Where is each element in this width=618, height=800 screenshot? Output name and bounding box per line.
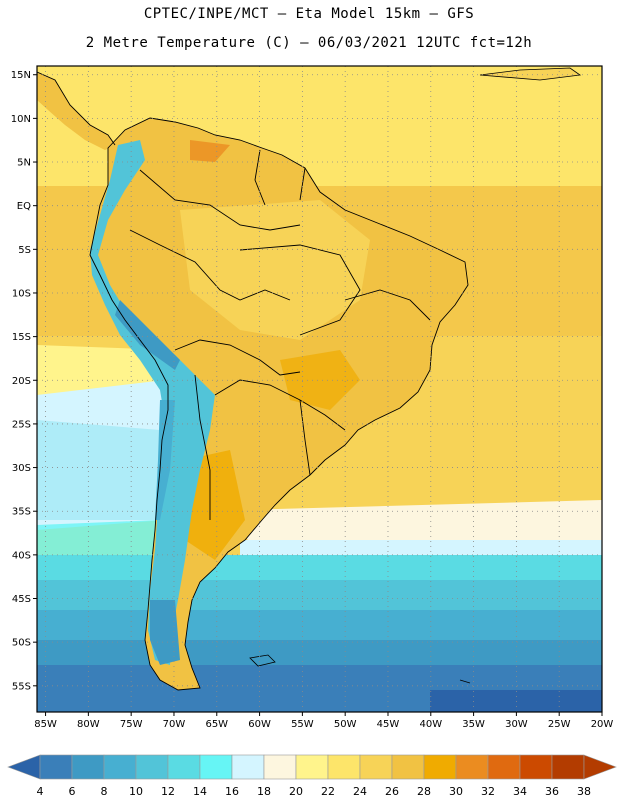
ocean-band-12: [37, 580, 602, 615]
amazon-region: [180, 200, 370, 340]
map-title-line1: CPTEC/INPE/MCT – Eta Model 15km – GFS: [143, 6, 475, 22]
ocean-band-pacific-cooler: [37, 420, 160, 520]
longitude-ticks: 85W 80W 75W 70W 65W 60W 55W 50W 45W 40W 35W 30W 25W 2…: [34, 712, 613, 730]
colorbar-label: 34: [513, 785, 527, 798]
colorbar-label: 14: [193, 785, 207, 798]
colorbar-swatch: [423, 754, 457, 780]
lon-tick-label: 65W: [205, 719, 228, 730]
lon-tick-label: 85W: [34, 719, 57, 730]
lat-tick-label: EQ: [17, 201, 31, 212]
lon-tick-label: 80W: [77, 719, 100, 730]
colorbar-right-arrow: [583, 754, 617, 780]
lon-tick-label: 70W: [163, 719, 186, 730]
caribbean-islands: [479, 67, 582, 81]
colorbar-label: 8: [101, 785, 108, 798]
lat-tick-label: 20S: [12, 376, 31, 387]
lat-tick-label: 5N: [17, 158, 31, 169]
south-georgia-island: [459, 679, 471, 684]
andes-coldest-peru: [115, 300, 180, 370]
colorbar-swatch: [551, 754, 585, 780]
lon-tick-label: 75W: [120, 719, 143, 730]
colorbar-label: 28: [417, 785, 431, 798]
lat-tick-label: 55S: [12, 681, 31, 692]
colorbar-swatch: [135, 754, 169, 780]
lon-tick-label: 45W: [377, 719, 400, 730]
colorbar-label: 38: [577, 785, 591, 798]
colorbar-swatch: [295, 754, 329, 780]
temperature-colorbar: [7, 754, 617, 780]
ocean-band-10: [37, 610, 602, 645]
lon-tick-label: 60W: [248, 719, 271, 730]
colorbar-label: 22: [321, 785, 335, 798]
coastlines-borders: [37, 71, 469, 691]
colorbar-label: 10: [129, 785, 143, 798]
colorbar-label: 20: [289, 785, 303, 798]
lat-tick-label: 45S: [12, 594, 31, 605]
ocean-band-atlantic-mild: [240, 500, 602, 550]
lon-tick-label: 50W: [334, 719, 357, 730]
andes-cold-band: [90, 140, 215, 665]
colorbar-swatch: [327, 754, 361, 780]
andes-coldest-chile: [155, 400, 175, 520]
colorbar-left-arrow: [7, 754, 41, 780]
colorbar-labels: 4 6 8 10 12 14 16 18 20 22 24 26 28 30 32 34 36 38: [37, 785, 592, 798]
colorbar-swatch: [487, 754, 521, 780]
colorbar-swatch: [263, 754, 297, 780]
lon-tick-label: 25W: [548, 719, 571, 730]
colorbar-swatch: [167, 754, 201, 780]
patagonia-cold: [150, 600, 180, 665]
map-field: [37, 66, 602, 712]
lat-tick-label: 30S: [12, 463, 31, 474]
colorbar-swatch: [359, 754, 393, 780]
lon-tick-label: 40W: [419, 719, 442, 730]
colorbar-label: 4: [37, 785, 44, 798]
lat-lon-grid: [37, 66, 602, 712]
colorbar-swatch: [103, 754, 137, 780]
colorbar-swatch: [519, 754, 553, 780]
colorbar-label: 16: [225, 785, 239, 798]
colorbar-swatch: [199, 754, 233, 780]
colorbar-label: 24: [353, 785, 367, 798]
falkland-islands: [249, 654, 276, 667]
warm-spot-south: [280, 350, 360, 410]
lat-tick-label: 5S: [18, 245, 31, 256]
colorbar-label: 6: [69, 785, 76, 798]
colorbar-label: 30: [449, 785, 463, 798]
lon-tick-label: 35W: [462, 719, 485, 730]
map-frame: [36, 65, 603, 713]
warm-spot-north: [190, 140, 230, 162]
colorbar-swatch: [391, 754, 425, 780]
lat-tick-label: 15S: [12, 332, 31, 343]
lon-tick-label: 55W: [291, 719, 314, 730]
lat-tick-label: 40S: [12, 550, 31, 561]
lon-tick-label: 20W: [591, 719, 614, 730]
colorbar-swatch: [71, 754, 105, 780]
colorbar-label: 26: [385, 785, 399, 798]
colorbar-swatch: [39, 754, 73, 780]
colorbar-label: 32: [481, 785, 495, 798]
colorbar-label: 12: [161, 785, 175, 798]
latitude-ticks: 15N 10N 5N EQ 5S 10S 15S 20S 25S 30S 35S 40S 45S 50S 5…: [11, 70, 37, 692]
colorbar-swatch: [231, 754, 265, 780]
lon-tick-label: 30W: [505, 719, 528, 730]
warm-spot-argentina: [185, 450, 245, 560]
colorbar-swatch: [455, 754, 489, 780]
lat-tick-label: 10S: [12, 288, 31, 299]
colorbar-label: 36: [545, 785, 559, 798]
lat-tick-label: 50S: [12, 638, 31, 649]
map-title-line2: 2 Metre Temperature (C) – 06/03/2021 12U…: [85, 35, 533, 51]
lat-tick-label: 25S: [12, 419, 31, 430]
lat-tick-label: 10N: [11, 114, 31, 125]
colorbar-label: 18: [257, 785, 271, 798]
lat-tick-label: 15N: [11, 70, 31, 81]
lat-tick-label: 35S: [12, 507, 31, 518]
